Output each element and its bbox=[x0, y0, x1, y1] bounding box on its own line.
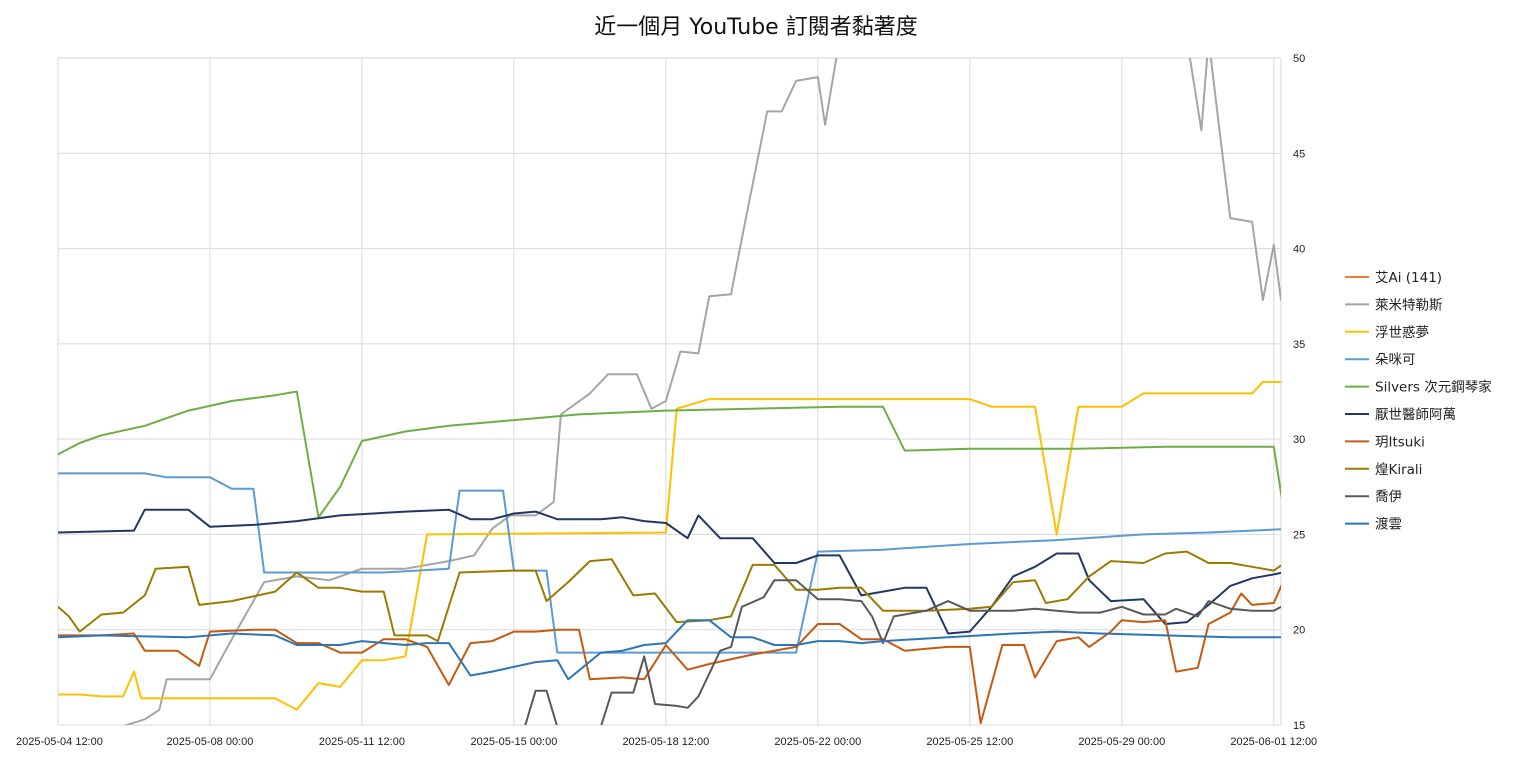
x-tick-label: 2025-05-11 12:00 bbox=[319, 736, 405, 748]
gridlines bbox=[57, 57, 1282, 726]
legend-label: 朵咪可 bbox=[1375, 352, 1416, 368]
x-tick-label: 2025-06-01 12:00 bbox=[1230, 736, 1317, 748]
series-line-1 bbox=[124, 58, 838, 725]
series-line-10 bbox=[600, 579, 1281, 725]
series-line-2 bbox=[1188, 58, 1281, 301]
legend-label: Silvers 次元鋼琴家 bbox=[1375, 379, 1492, 396]
y-tick-label: 30 bbox=[1293, 434, 1305, 446]
y-tick-label: 15 bbox=[1293, 720, 1305, 732]
y-tick-label: 45 bbox=[1293, 148, 1305, 160]
legend-label: 煌Kirali bbox=[1375, 462, 1422, 478]
y-tick-label: 25 bbox=[1293, 529, 1305, 541]
y-tick-label: 50 bbox=[1293, 53, 1305, 65]
x-axis-ticks: 2025-05-04 12:00 2025-05-08 00:00 2025-05-… bbox=[16, 736, 1317, 748]
series-lines bbox=[58, 58, 1281, 725]
series-line-6 bbox=[58, 508, 1281, 635]
legend-label: 喬伊 bbox=[1375, 489, 1402, 505]
x-tick-label: 2025-05-15 00:00 bbox=[470, 736, 557, 748]
legend-label: 厭世醫師阿萬 bbox=[1375, 407, 1456, 423]
legend-label: 萊米特勒斯 bbox=[1375, 297, 1443, 313]
y-tick-label: 35 bbox=[1293, 339, 1305, 351]
series-line-5 bbox=[58, 390, 1281, 519]
legend-label: 艾Ai (141) bbox=[1375, 270, 1442, 286]
y-axis-ticks: 15 20 25 30 35 40 45 50 bbox=[1293, 53, 1305, 732]
chart-title: 近一個月 YouTube 訂閱者黏著度 bbox=[594, 15, 917, 40]
y-tick-label: 40 bbox=[1293, 244, 1305, 256]
legend-label: 渡雲 bbox=[1375, 517, 1402, 533]
legend-label: 浮世惑夢 bbox=[1375, 325, 1429, 341]
x-tick-label: 2025-05-25 12:00 bbox=[926, 736, 1013, 748]
series-line-9 bbox=[524, 689, 558, 725]
x-tick-label: 2025-05-04 12:00 bbox=[16, 736, 103, 748]
x-tick-label: 2025-05-29 00:00 bbox=[1078, 736, 1165, 748]
x-tick-label: 2025-05-18 12:00 bbox=[622, 736, 709, 748]
series-line-7 bbox=[58, 584, 1281, 725]
x-tick-label: 2025-05-22 00:00 bbox=[774, 736, 861, 748]
legend-label: 玥Itsuki bbox=[1375, 434, 1425, 450]
x-tick-label: 2025-05-08 00:00 bbox=[167, 736, 254, 748]
series-line-8 bbox=[58, 550, 1281, 643]
series-line-11 bbox=[58, 619, 1281, 681]
series-line-3 bbox=[58, 381, 1281, 711]
y-tick-label: 20 bbox=[1293, 625, 1305, 637]
